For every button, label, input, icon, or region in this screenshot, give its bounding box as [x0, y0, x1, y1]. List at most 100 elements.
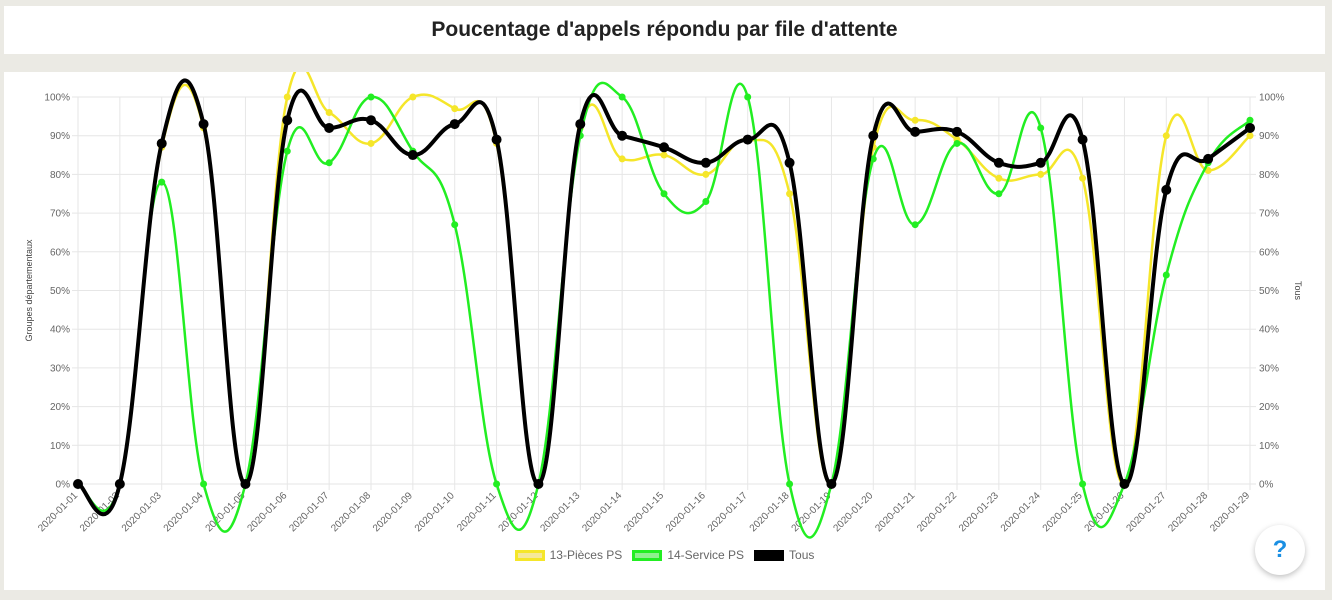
- y-tick-label-left: 100%: [44, 93, 70, 104]
- x-tick-label: 2020-01-13: [538, 490, 582, 534]
- y-tick-label-left: 70%: [50, 209, 70, 220]
- data-point-3: [1035, 157, 1046, 168]
- data-point-3: [868, 130, 879, 141]
- x-tick-label: 2020-01-20: [831, 490, 875, 534]
- legend-item-2[interactable]: 14-Service PS: [632, 548, 744, 562]
- data-point-3: [742, 134, 753, 145]
- x-tick-label: 2020-01-10: [413, 490, 457, 534]
- data-point-2: [953, 139, 961, 147]
- data-point-3: [366, 115, 376, 126]
- data-point-3: [1119, 479, 1130, 489]
- help-button[interactable]: ?: [1255, 525, 1305, 575]
- legend-swatch: [514, 549, 545, 561]
- y-tick-label-right: 90%: [1259, 131, 1279, 142]
- data-point-3: [533, 479, 544, 489]
- data-point-2: [1079, 480, 1087, 488]
- data-point-3: [407, 150, 418, 161]
- y-tick-label-right: 10%: [1259, 441, 1279, 452]
- legend-item-1[interactable]: 13-Pièces PS: [514, 548, 622, 562]
- x-tick-label: 2020-01-15: [622, 490, 666, 534]
- y-tick-label-left: 20%: [50, 402, 70, 413]
- y-tick-label-right: 40%: [1259, 325, 1279, 336]
- y-tick-label-left: 50%: [50, 286, 70, 297]
- data-point-3: [617, 130, 628, 141]
- data-point-1: [1162, 132, 1170, 140]
- data-point-3: [114, 479, 125, 489]
- x-tick-label: 2020-01-29: [1208, 490, 1252, 534]
- data-point-3: [491, 134, 502, 145]
- legend-item-3[interactable]: Tous: [754, 548, 814, 562]
- y-tick-label-left: 60%: [50, 247, 70, 258]
- x-tick-label: 2020-01-09: [371, 490, 415, 534]
- x-tick-label: 2020-01-28: [1166, 490, 1210, 534]
- data-point-3: [1077, 134, 1088, 145]
- y-tick-label-left: 30%: [50, 363, 70, 374]
- data-point-2: [325, 159, 333, 167]
- help-icon: ?: [1272, 536, 1288, 563]
- data-point-2: [493, 480, 501, 488]
- title-card: Poucentage d'appels répondu par file d'a…: [4, 6, 1325, 54]
- data-point-1: [1037, 170, 1045, 178]
- data-point-3: [156, 138, 167, 149]
- chart-legend: 13-Pièces PS 14-Service PS Tous: [4, 548, 1325, 562]
- y-tick-label-right: 100%: [1259, 93, 1285, 104]
- data-point-1: [660, 151, 668, 159]
- x-tick-label: 2020-01-21: [873, 490, 917, 534]
- data-point-3: [952, 126, 962, 137]
- data-point-3: [784, 157, 795, 168]
- y-tick-label-left: 10%: [50, 441, 70, 452]
- data-point-1: [1246, 132, 1254, 140]
- data-point-3: [659, 142, 669, 153]
- legend-swatch: [754, 549, 785, 561]
- data-point-2: [200, 480, 208, 488]
- data-point-1: [409, 93, 417, 101]
- y-tick-label-right: 80%: [1259, 170, 1279, 181]
- y-tick-label-left: 40%: [50, 325, 70, 336]
- y-tick-label-left: 80%: [50, 170, 70, 181]
- data-point-1: [911, 116, 919, 124]
- x-tick-label: 2020-01-23: [957, 490, 1001, 534]
- data-point-2: [702, 197, 710, 205]
- y-tick-label-left: 0%: [56, 480, 71, 491]
- data-point-3: [700, 157, 711, 168]
- x-tick-label: 2020-01-08: [329, 490, 373, 534]
- data-point-2: [1246, 116, 1254, 124]
- chart-card: 0% 0% 10% 10% 20% 20% 30% 30% 40% 40% 50% 50% 60% 60%…: [4, 72, 1325, 590]
- x-tick-label: 2020-01-03: [120, 490, 164, 534]
- x-tick-label: 2020-01-07: [287, 490, 331, 534]
- data-point-3: [73, 479, 83, 489]
- data-point-1: [1079, 174, 1087, 182]
- y-axis-title-right: Tous: [1293, 281, 1303, 301]
- data-point-2: [367, 93, 375, 101]
- data-point-2: [283, 147, 291, 155]
- data-point-2: [1037, 124, 1045, 132]
- data-point-2: [786, 480, 794, 488]
- x-tick-label: 2020-01-06: [245, 490, 289, 534]
- data-point-3: [282, 115, 293, 126]
- y-axis-title-left: Groupes départementaux: [24, 239, 34, 342]
- x-tick-label: 2020-01-04: [162, 490, 206, 534]
- x-tick-label: 2020-01-18: [748, 490, 792, 534]
- data-point-2: [451, 221, 459, 229]
- data-point-3: [1245, 122, 1255, 133]
- x-tick-label: 2020-01-14: [580, 490, 624, 534]
- data-point-2: [995, 190, 1003, 198]
- data-point-1: [283, 93, 291, 101]
- x-tick-label: 2020-01-27: [1124, 490, 1168, 534]
- x-tick-label: 2020-01-16: [664, 490, 708, 534]
- data-point-3: [826, 479, 837, 489]
- data-point-1: [618, 155, 626, 163]
- data-point-3: [993, 157, 1004, 168]
- data-point-3: [910, 126, 921, 137]
- legend-label: 14-Service PS: [667, 548, 745, 562]
- x-tick-label: 2020-01-01: [36, 490, 80, 534]
- legend-label: Tous: [789, 548, 815, 562]
- line-chart: 0% 0% 10% 10% 20% 20% 30% 30% 40% 40% 50% 50% 60% 60%…: [24, 72, 1303, 539]
- data-point-3: [1161, 184, 1172, 195]
- data-point-1: [367, 139, 375, 147]
- data-point-1: [786, 190, 794, 198]
- data-point-3: [324, 122, 335, 133]
- y-tick-label-right: 50%: [1259, 286, 1279, 297]
- data-point-1: [995, 174, 1003, 182]
- data-point-2: [158, 178, 166, 186]
